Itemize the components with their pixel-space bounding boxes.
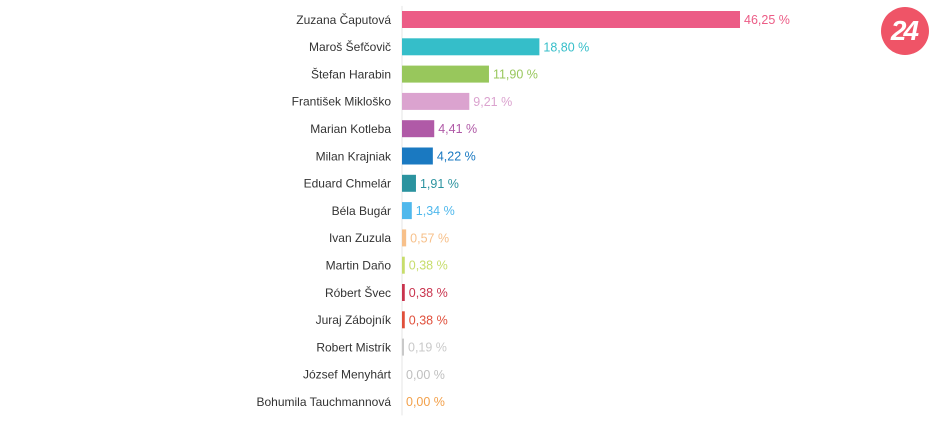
value-label: 1,91 % bbox=[420, 177, 459, 191]
category-label: Bohumila Tauchmannová bbox=[256, 395, 391, 409]
category-label: Róbert Švec bbox=[325, 285, 391, 300]
value-label: 9,21 % bbox=[473, 95, 512, 109]
category-label: František Mikloško bbox=[292, 95, 392, 109]
bar[interactable] bbox=[402, 338, 404, 356]
bar[interactable] bbox=[402, 120, 435, 138]
category-label: Milan Krajniak bbox=[316, 149, 392, 163]
category-label: Ivan Zuzula bbox=[329, 231, 391, 245]
bar[interactable] bbox=[402, 65, 489, 83]
value-label: 11,90 % bbox=[493, 68, 538, 82]
category-label: Béla Bugár bbox=[332, 204, 391, 218]
category-label: Štefan Harabin bbox=[311, 66, 391, 81]
value-label: 0,38 % bbox=[409, 259, 448, 273]
bar[interactable] bbox=[402, 284, 405, 301]
logo-text: 24 bbox=[890, 15, 919, 46]
value-label: 0,00 % bbox=[406, 395, 445, 409]
bar[interactable] bbox=[402, 311, 405, 329]
value-label: 0,38 % bbox=[409, 313, 448, 327]
value-label: 0,00 % bbox=[406, 368, 445, 382]
bar[interactable] bbox=[402, 256, 405, 274]
value-label: 18,80 % bbox=[543, 40, 589, 54]
category-label: Zuzana Čaputová bbox=[296, 12, 391, 27]
category-label: Robert Mistrík bbox=[316, 340, 392, 354]
category-label: Marian Kotleba bbox=[310, 122, 391, 136]
value-label: 0,19 % bbox=[408, 341, 447, 355]
category-label: József Menyhárt bbox=[303, 368, 392, 382]
value-label: 4,41 % bbox=[438, 122, 477, 136]
category-label: Maroš Šefčovič bbox=[309, 39, 391, 54]
category-label: Juraj Zábojník bbox=[316, 313, 392, 327]
category-label: Martin Daňo bbox=[326, 259, 392, 273]
category-label: Eduard Chmelár bbox=[304, 177, 391, 191]
bar[interactable] bbox=[402, 147, 433, 165]
value-label: 4,22 % bbox=[437, 150, 476, 164]
value-label: 1,34 % bbox=[416, 204, 455, 218]
bar[interactable] bbox=[402, 92, 470, 110]
bar[interactable] bbox=[402, 174, 416, 192]
value-label: 0,57 % bbox=[410, 231, 449, 245]
bar[interactable] bbox=[402, 202, 412, 220]
value-label: 46,25 % bbox=[744, 13, 790, 27]
value-label: 0,38 % bbox=[409, 286, 448, 300]
bar[interactable] bbox=[402, 229, 407, 247]
bar[interactable] bbox=[402, 38, 540, 56]
bar[interactable] bbox=[402, 11, 740, 28]
site-logo-24[interactable]: 24 bbox=[881, 7, 929, 55]
